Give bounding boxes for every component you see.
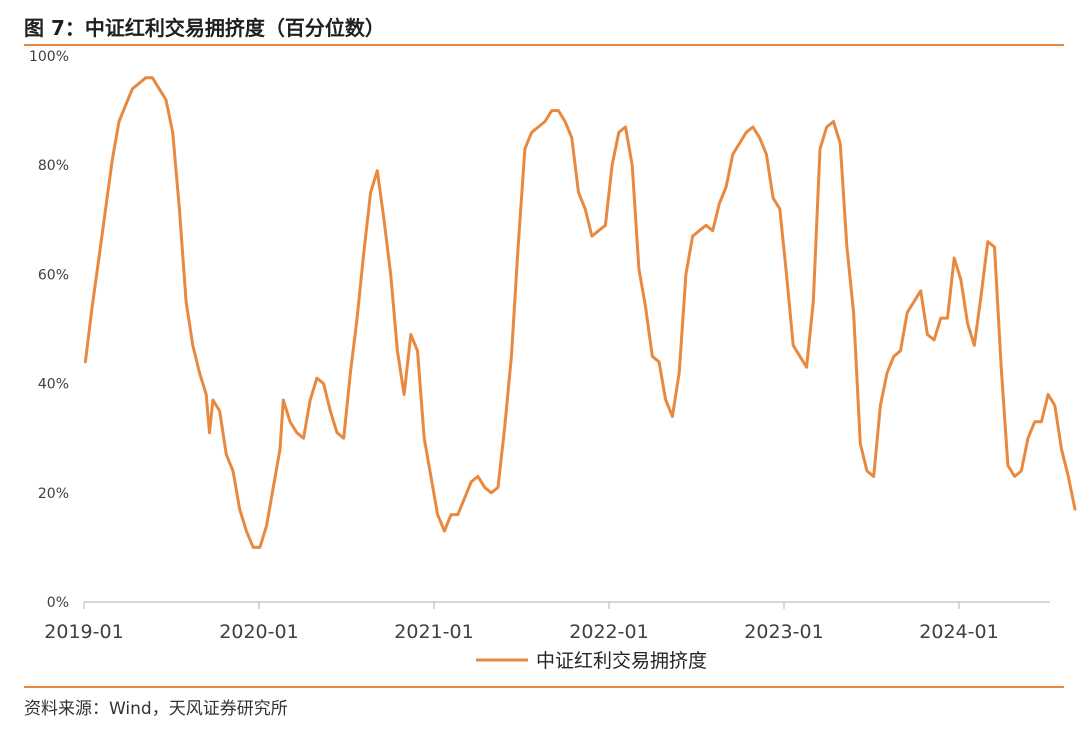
y-tick-label: 100%: [29, 49, 69, 65]
x-tick-label: 2024-01: [919, 621, 998, 643]
x-tick-label: 2023-01: [744, 621, 823, 643]
source-note: 资料来源：Wind，天风证券研究所: [24, 699, 288, 719]
title-rule: [24, 44, 1064, 46]
y-tick-label: 40%: [38, 377, 69, 393]
y-tick-label: 60%: [38, 267, 69, 283]
y-tick-label: 80%: [38, 158, 69, 174]
y-tick-label: 0%: [47, 595, 69, 611]
x-axis-ticks: 2019-01 2020-01 2021-01 2022-01 2023-01 2024-…: [44, 602, 999, 643]
legend-label: 中证红利交易拥挤度: [536, 650, 707, 672]
series-line: [83, 76, 1077, 549]
line-chart: 0% 20% 40% 60% 80% 100% 2019-01 2020-01 2021-01…: [29, 49, 1077, 672]
y-tick-label: 20%: [38, 486, 69, 502]
figure-title: 图 7：中证红利交易拥挤度（百分位数）: [24, 16, 385, 40]
x-tick-label: 2022-01: [569, 621, 648, 643]
x-tick-label: 2019-01: [44, 621, 123, 643]
chart-legend: 中证红利交易拥挤度: [476, 650, 707, 672]
source-rule: [24, 686, 1064, 688]
x-tick-label: 2021-01: [394, 621, 473, 643]
y-axis-ticks: 0% 20% 40% 60% 80% 100%: [29, 49, 69, 611]
x-tick-label: 2020-01: [219, 621, 298, 643]
